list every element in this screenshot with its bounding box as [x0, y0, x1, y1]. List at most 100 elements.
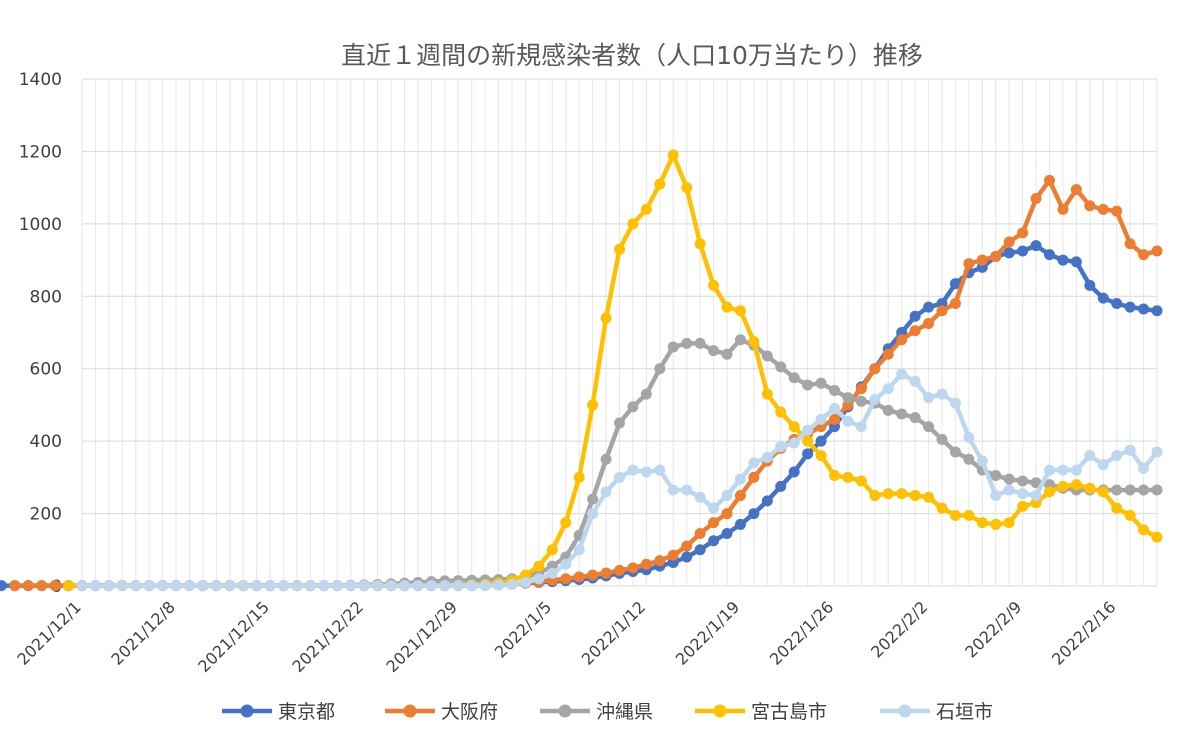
data-point — [949, 298, 961, 310]
data-point — [9, 580, 21, 592]
data-point — [600, 567, 612, 579]
legend: 東京都 大阪府 沖縄県 宮古島市 石垣市 — [222, 701, 993, 723]
data-point — [587, 399, 599, 411]
data-point — [1003, 517, 1015, 529]
data-point — [855, 421, 867, 433]
data-point — [49, 580, 61, 592]
data-point — [130, 580, 142, 592]
data-point — [896, 334, 908, 346]
data-point — [1138, 303, 1150, 315]
legend-item: 大阪府 — [385, 701, 498, 723]
data-point — [721, 527, 733, 539]
data-point — [210, 580, 222, 592]
data-point — [788, 437, 800, 449]
data-point — [909, 310, 921, 322]
data-point — [1138, 249, 1150, 261]
data-point — [882, 404, 894, 416]
legend-swatch-marker — [240, 704, 254, 718]
y-tick-label: 1400 — [19, 70, 62, 90]
data-point — [802, 435, 814, 447]
data-point — [963, 453, 975, 465]
data-point — [640, 558, 652, 570]
legend-swatch-marker — [898, 704, 912, 718]
legend-label: 沖縄県 — [596, 701, 653, 723]
data-point — [721, 348, 733, 360]
data-point — [896, 488, 908, 500]
data-point — [170, 580, 182, 592]
data-point — [587, 508, 599, 520]
data-point — [855, 395, 867, 407]
data-point — [1003, 236, 1015, 248]
data-point — [761, 350, 773, 362]
legend-item: 宮古島市 — [695, 701, 827, 723]
data-point — [1017, 475, 1029, 487]
data-point — [829, 403, 840, 415]
data-point — [775, 361, 787, 373]
data-point — [157, 580, 169, 592]
data-point — [734, 489, 746, 501]
data-point — [963, 258, 975, 270]
data-point — [734, 305, 746, 317]
data-point — [63, 580, 75, 592]
data-point — [425, 580, 437, 592]
data-point — [734, 518, 746, 530]
data-point — [855, 475, 867, 487]
data-point — [963, 432, 975, 444]
data-point — [909, 412, 921, 424]
data-point — [775, 441, 787, 453]
data-point — [1111, 502, 1123, 514]
data-point — [829, 470, 840, 482]
data-point — [1044, 486, 1055, 498]
data-point — [896, 368, 908, 380]
x-axis-ticks: 2021/12/1 2021/12/8 2021/12/15 2021/12/22 20… — [13, 597, 1119, 676]
data-point — [923, 392, 935, 404]
data-point — [116, 580, 128, 592]
data-point — [896, 408, 908, 420]
series-4 — [63, 149, 1163, 592]
data-point — [345, 580, 357, 592]
data-point — [802, 424, 814, 436]
data-point — [519, 576, 531, 588]
data-point — [842, 392, 854, 404]
data-point — [721, 301, 733, 313]
data-point — [573, 544, 585, 556]
data-point — [640, 203, 652, 215]
data-point — [1138, 524, 1150, 536]
data-point — [1138, 462, 1150, 474]
data-point — [748, 508, 760, 520]
data-point — [949, 446, 961, 458]
data-point — [546, 544, 558, 556]
data-point — [1097, 486, 1109, 498]
data-point — [184, 580, 195, 592]
data-point — [251, 580, 263, 592]
data-point — [681, 337, 693, 349]
data-point — [573, 471, 585, 483]
data-point — [573, 571, 585, 583]
data-point — [748, 457, 760, 469]
legend-label: 大阪府 — [441, 701, 498, 723]
data-point — [963, 509, 975, 521]
data-point — [560, 517, 572, 529]
data-point — [909, 375, 921, 387]
series-lines — [0, 149, 1163, 592]
data-point — [775, 480, 787, 492]
data-point — [802, 448, 814, 460]
data-point — [1084, 482, 1096, 494]
data-point — [1124, 238, 1136, 250]
data-point — [1151, 305, 1163, 317]
data-point — [1070, 256, 1082, 268]
data-point — [1057, 480, 1069, 492]
data-point — [1111, 205, 1123, 217]
y-tick-label: 600 — [30, 360, 62, 380]
data-point — [842, 415, 854, 427]
data-point — [829, 384, 840, 396]
data-point — [197, 580, 209, 592]
data-point — [546, 567, 558, 579]
x-tick-label: 2021/12/1 — [13, 597, 84, 668]
legend-swatch-marker — [403, 704, 417, 718]
data-point — [278, 580, 290, 592]
data-point — [708, 502, 720, 514]
data-point — [1003, 484, 1015, 496]
x-tick-label: 2021/12/15 — [194, 597, 273, 676]
